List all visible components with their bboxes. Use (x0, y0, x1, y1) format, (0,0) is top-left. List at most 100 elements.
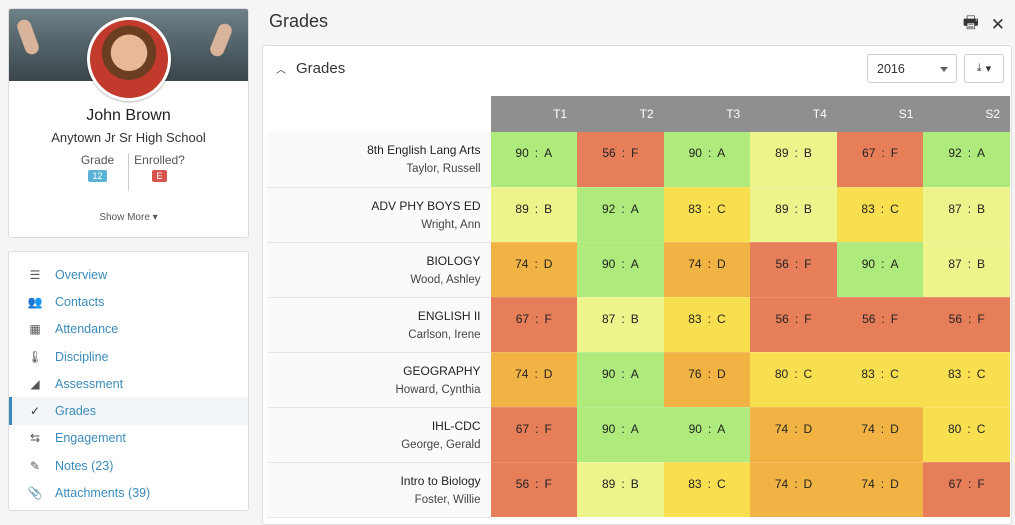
grade-info: Grade 12 (67, 153, 128, 191)
grade-letter: F (977, 311, 985, 326)
grade-cell[interactable]: 74: D (490, 242, 578, 298)
nav-item-contacts[interactable]: 👥 Contacts (9, 288, 248, 315)
grade-cell[interactable]: 67: F (836, 132, 924, 188)
grade-cell[interactable]: 56: F (750, 242, 837, 298)
caret-down-icon (940, 67, 948, 72)
grade-cell[interactable]: 90: A (490, 132, 578, 188)
grade-separator: : (968, 476, 972, 491)
grade-score: 67 (862, 146, 876, 160)
grade-cell[interactable]: 83: C (836, 187, 924, 243)
nav-item-attendance[interactable]: ▦ Attendance (9, 316, 248, 343)
grade-cell[interactable]: 56: F (836, 297, 924, 353)
grade-cell[interactable]: 89: B (750, 132, 837, 188)
nav-item-overview[interactable]: ☰ Overview (9, 261, 248, 288)
course-cell: 8th English Lang Arts Taylor, Russell (267, 132, 491, 188)
term-column-header[interactable]: T4 (750, 96, 837, 132)
grade-cell[interactable]: 87: B (577, 297, 664, 353)
grade-separator: : (794, 476, 798, 491)
grade-cell[interactable]: 90: A (663, 132, 751, 188)
grade-cell[interactable]: 87: B (923, 187, 1010, 243)
grade-cell[interactable]: 90: A (577, 242, 664, 298)
grade-cell[interactable]: 56: F (490, 462, 578, 518)
teacher-name: Carlson, Irene (408, 328, 481, 341)
grade-score: 80 (774, 366, 789, 381)
grade-score: 89 (602, 476, 616, 491)
nav-item-grades[interactable]: ✓ Grades (9, 397, 248, 426)
grade-cell[interactable]: 83: C (663, 297, 751, 353)
nav-item-engagement[interactable]: ⇆ Engagement (9, 425, 248, 452)
grade-score: 90 (688, 146, 702, 160)
grade-cell[interactable]: 89: B (750, 187, 837, 243)
grade-score: 83 (861, 366, 875, 381)
grade-cell[interactable]: 80: C (750, 352, 837, 408)
course-name: GEOGRAPHY (403, 363, 481, 378)
close-icon[interactable]: ✕ (990, 14, 1005, 34)
grade-cell[interactable]: 76: D (663, 352, 751, 408)
grade-cell[interactable]: 67: F (490, 297, 578, 353)
grade-separator: : (621, 201, 625, 216)
grade-cell[interactable]: 90: A (577, 407, 664, 463)
course-name: Intro to Biology (400, 473, 481, 488)
grade-separator: : (881, 146, 885, 160)
grade-cell[interactable]: 90: A (836, 242, 924, 298)
grade-cell[interactable]: 90: A (663, 407, 751, 463)
nav-item-discipline[interactable]: 🌡 Discipline (9, 343, 248, 370)
chevron-up-icon[interactable]: ︿ (276, 65, 286, 76)
term-column-header[interactable]: T1 (490, 96, 578, 132)
grade-separator: : (621, 366, 625, 381)
grade-separator: : (534, 146, 539, 160)
grade-cell[interactable]: 89: B (490, 187, 578, 243)
teacher-name: Taylor, Russell (406, 163, 481, 176)
grade-cell[interactable]: 92: A (923, 132, 1010, 188)
grade-cell[interactable]: 90: A (577, 352, 664, 408)
grade-cell[interactable]: 87: B (923, 242, 1010, 298)
grade-separator: : (881, 256, 885, 271)
contacts-icon: 👥 (27, 294, 43, 309)
show-more-link[interactable]: Show More ▾ (99, 212, 158, 223)
grade-score: 92 (602, 201, 616, 216)
grade-cell[interactable]: 74: D (750, 407, 837, 463)
teacher-name: Howard, Cynthia (395, 383, 481, 396)
nav-item-assessment[interactable]: ◢ Assessment (9, 370, 248, 397)
grade-cell[interactable]: 56: F (750, 297, 837, 353)
grade-cell[interactable]: 83: C (923, 352, 1010, 408)
grade-cell[interactable]: 80: C (923, 407, 1010, 463)
grade-cell[interactable]: 67: F (923, 462, 1010, 518)
grade-cell[interactable]: 56: F (923, 297, 1010, 353)
grade-letter: D (716, 366, 726, 381)
grade-cell[interactable]: 74: D (836, 462, 924, 518)
grade-cell[interactable]: 83: C (836, 352, 924, 408)
page-title: Grades (269, 11, 329, 31)
grade-letter: F (890, 146, 899, 160)
grades-section-header[interactable]: ︿ Grades (276, 60, 345, 77)
grade-score: 74 (774, 421, 789, 436)
avatar[interactable] (87, 17, 171, 101)
download-button[interactable]: ⤓ ▾ (964, 54, 1004, 83)
term-column-header[interactable]: T2 (577, 96, 664, 132)
year-select[interactable]: 2016 (867, 54, 957, 83)
grade-separator: : (707, 421, 712, 436)
grade-cell[interactable]: 83: C (663, 462, 751, 518)
grade-cell[interactable]: 74: D (750, 462, 837, 518)
term-column-header[interactable]: T3 (663, 96, 751, 132)
grade-letter: D (543, 366, 553, 381)
grade-cell[interactable]: 89: B (577, 462, 664, 518)
grade-cell[interactable]: 74: D (663, 242, 751, 298)
nav-item-notes[interactable]: ✎ Notes (23) (9, 452, 248, 479)
grade-score: 74 (688, 256, 702, 271)
term-column-header[interactable]: S2 (923, 96, 1010, 132)
term-column-header[interactable]: S1 (836, 96, 924, 132)
student-nav-menu: ☰ Overview 👥 Contacts ▦ Attendance 🌡 Discipline… (8, 251, 249, 511)
grades-header-row: T1 T2 T3 T4 S1 S2 (267, 96, 1010, 132)
grade-cell[interactable]: 92: A (577, 187, 664, 243)
grade-score: 74 (861, 476, 875, 491)
grade-cell[interactable]: 83: C (663, 187, 751, 243)
grade-cell[interactable]: 56: F (577, 132, 664, 188)
grade-score: 83 (861, 201, 875, 216)
nav-item-attachments[interactable]: 📎 Attachments (39) (9, 479, 248, 506)
grade-cell[interactable]: 74: D (490, 352, 578, 408)
grade-cell[interactable]: 74: D (836, 407, 924, 463)
print-icon[interactable]: 🖶 (962, 13, 979, 32)
teacher-name: George, Gerald (401, 438, 481, 451)
grade-cell[interactable]: 67: F (490, 407, 578, 463)
